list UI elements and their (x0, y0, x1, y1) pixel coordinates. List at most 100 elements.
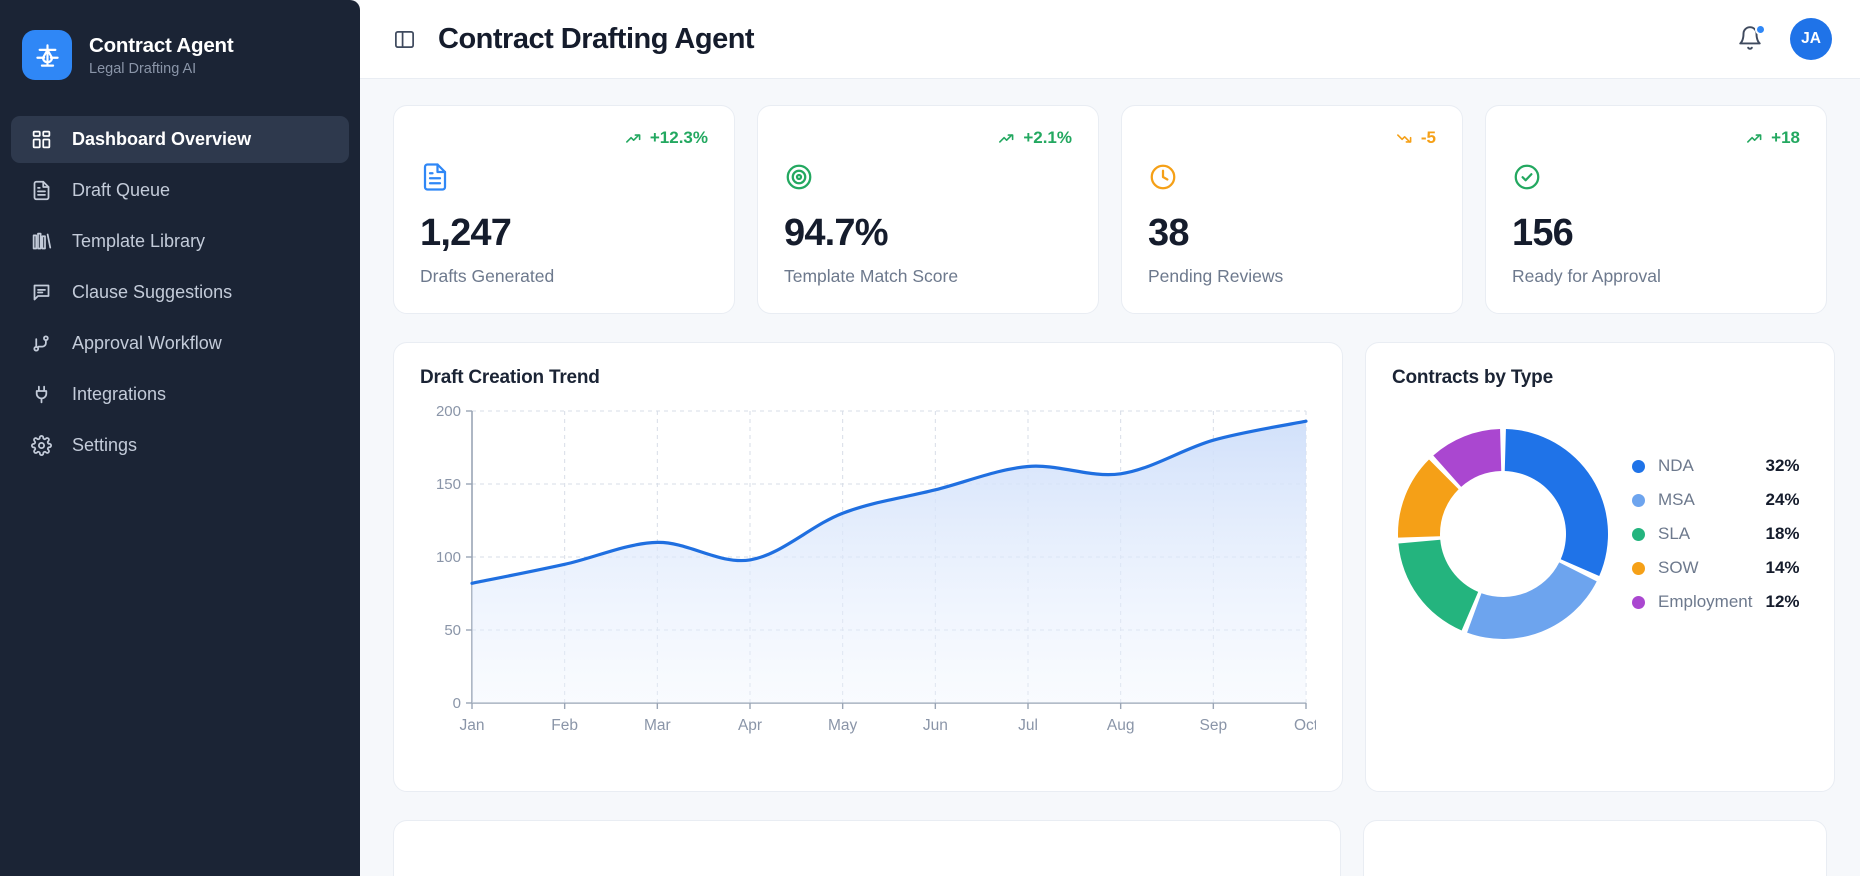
donut-slice-msa[interactable] (1467, 562, 1597, 639)
kpi-card-drafts-generated: +12.3% 1,247 Drafts Generated (393, 105, 735, 314)
trend-value: +18 (1771, 128, 1800, 147)
legend-value: 18% (1765, 524, 1800, 543)
donut-slice-nda[interactable] (1504, 429, 1608, 577)
legend-value: 12% (1765, 592, 1800, 611)
trend-up-icon (625, 133, 641, 143)
sidebar-item-template-library[interactable]: Template Library (11, 218, 349, 265)
legend-value: 32% (1765, 456, 1800, 475)
legend-swatch (1632, 595, 1645, 609)
plug-icon (29, 382, 54, 407)
svg-text:Apr: Apr (738, 717, 762, 734)
sidebar-item-dashboard-overview[interactable]: Dashboard Overview (11, 116, 349, 163)
kpi-value: 94.7% (784, 212, 889, 254)
document-text-icon (420, 162, 450, 192)
check-circle-icon (1512, 162, 1542, 192)
svg-text:Aug: Aug (1107, 717, 1135, 734)
trend-indicator: +2.1% (999, 128, 1072, 148)
document-icon (29, 178, 54, 203)
svg-text:Jan: Jan (460, 717, 485, 734)
panel-title: Draft Creation Trend (420, 367, 600, 388)
brand-title: Contract Agent (89, 33, 234, 57)
legend-item: NDA 32% (1632, 456, 1808, 476)
legend-item: Employment 12% (1632, 592, 1808, 612)
svg-text:Mar: Mar (644, 717, 671, 734)
legend-value: 14% (1765, 558, 1800, 577)
svg-text:50: 50 (444, 622, 461, 639)
brand-subtitle: Legal Drafting AI (89, 60, 197, 77)
trend-value: +2.1% (1023, 128, 1072, 147)
sidebar-item-approval-workflow[interactable]: Approval Workflow (11, 320, 349, 367)
gear-icon (29, 433, 54, 458)
trend-indicator: +12.3% (625, 128, 708, 148)
legend-label: SLA (1658, 524, 1691, 543)
bottom-panel-row (393, 820, 1827, 876)
svg-text:150: 150 (436, 476, 461, 493)
clock-icon (1148, 162, 1178, 192)
sidebar-item-label: Settings (72, 435, 138, 455)
kpi-label: Pending Reviews (1148, 266, 1284, 286)
trend-indicator: +18 (1747, 128, 1800, 148)
donut-chart (1398, 429, 1608, 639)
bottom-panel-left (393, 820, 1341, 876)
legend-label: SOW (1658, 558, 1699, 577)
avatar[interactable]: JA (1790, 18, 1832, 60)
main-area: Contract Drafting Agent JA (360, 0, 1860, 876)
contracts-by-type-panel: Contracts by Type NDA 32% MSA (1365, 342, 1835, 792)
trend-value: +12.3% (649, 128, 708, 147)
panel-title: Contracts by Type (1392, 367, 1553, 388)
legend-swatch (1632, 527, 1645, 541)
workflow-branch-icon (29, 331, 54, 356)
kpi-card-ready-for-approval: +18 156 Ready for Approval (1485, 105, 1827, 314)
legend-item: MSA 24% (1632, 490, 1808, 510)
trend-down-icon (1396, 133, 1412, 143)
trend-indicator: -5 (1396, 128, 1436, 148)
kpi-value: 156 (1512, 212, 1574, 254)
svg-text:Jul: Jul (1018, 717, 1038, 734)
trend-up-icon (999, 133, 1014, 143)
sidebar-item-integrations[interactable]: Integrations (11, 371, 349, 418)
kpi-card-row: +12.3% 1,247 Drafts Generated (393, 105, 1827, 314)
sidebar-item-settings[interactable]: Settings (11, 422, 349, 469)
notification-badge (1755, 24, 1766, 35)
donut-slice-employment[interactable] (1433, 429, 1502, 487)
svg-text:100: 100 (436, 549, 461, 566)
legend-label: MSA (1658, 490, 1695, 509)
svg-text:200: 200 (436, 403, 461, 420)
svg-text:Oct: Oct (1294, 717, 1316, 734)
donut-slice-sow[interactable] (1398, 459, 1459, 538)
kpi-card-pending-reviews: -5 38 Pending Reviews (1121, 105, 1463, 314)
sidebar-item-draft-queue[interactable]: Draft Queue (11, 167, 349, 214)
legend-label: NDA (1658, 456, 1694, 475)
kpi-card-template-match-score: +2.1% 94.7% Template Match Score (757, 105, 1099, 314)
line-chart: 0 50 100 150 200 Jan Feb Mar Apr May Jun Jul Aug Sep O… (420, 403, 1319, 768)
sidebar-nav: Dashboard Overview Draft Queue (0, 116, 360, 469)
kpi-label: Drafts Generated (420, 266, 555, 286)
legend-item: SOW 14% (1632, 558, 1808, 578)
donut-legend: NDA 32% MSA 24% SLA 18% (1632, 456, 1808, 612)
trend-value: -5 (1420, 128, 1436, 147)
sidebar-item-label: Clause Suggestions (72, 282, 233, 302)
svg-text:May: May (828, 717, 858, 734)
svg-text:Sep: Sep (1200, 717, 1228, 734)
legend-swatch (1632, 459, 1645, 473)
bell-icon[interactable] (1737, 24, 1766, 53)
panel-left-icon[interactable] (393, 28, 416, 51)
legend-value: 24% (1765, 490, 1800, 509)
grid-dashboard-icon (29, 127, 54, 152)
top-bar: Contract Drafting Agent JA (360, 0, 1860, 79)
sidebar-item-clause-suggestions[interactable]: Clause Suggestions (11, 269, 349, 316)
sidebar-item-label: Template Library (72, 231, 206, 251)
dashboard-content: +12.3% 1,247 Drafts Generated (360, 79, 1860, 876)
legend-swatch (1632, 561, 1645, 575)
sidebar-item-label: Draft Queue (72, 180, 171, 200)
page-title: Contract Drafting Agent (438, 22, 755, 55)
draft-creation-trend-panel: Draft Creation Trend 0 50 100 150 200 Jan Feb M… (393, 342, 1343, 792)
panel-row: Draft Creation Trend 0 50 100 150 200 Jan Feb M… (393, 342, 1835, 792)
svg-text:0: 0 (453, 695, 461, 712)
kpi-label: Ready for Approval (1512, 266, 1661, 286)
sidebar: Contract Agent Legal Drafting AI Dashboa… (0, 0, 360, 876)
donut-slice-sla[interactable] (1398, 539, 1479, 631)
legend-item: SLA 18% (1632, 524, 1808, 544)
scales-of-justice-icon (22, 30, 72, 80)
